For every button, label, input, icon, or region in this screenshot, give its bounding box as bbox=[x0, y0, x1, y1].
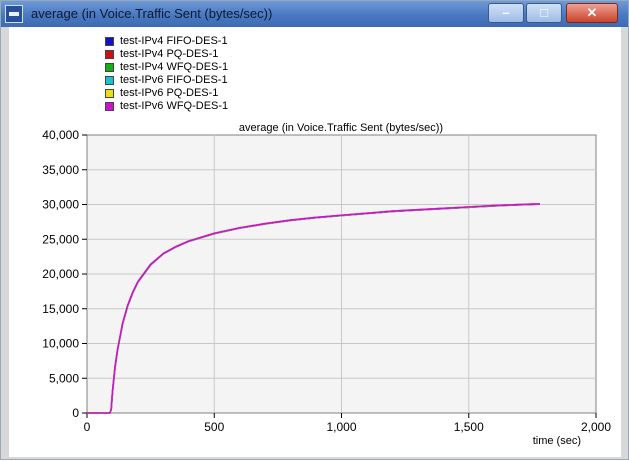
legend-item: test-IPv6 WFQ-DES-1 bbox=[105, 100, 228, 113]
y-tick-label: 0 bbox=[72, 406, 79, 420]
legend-label: test-IPv4 WFQ-DES-1 bbox=[120, 61, 229, 73]
legend-swatch bbox=[105, 63, 114, 72]
legend-label: test-IPv6 PQ-DES-1 bbox=[120, 87, 219, 99]
x-axis-label: time (sec) bbox=[533, 435, 581, 447]
y-tick-label: 25,000 bbox=[42, 232, 79, 246]
x-tick-label: 500 bbox=[204, 420, 224, 434]
legend-swatch bbox=[105, 50, 114, 59]
legend-item: test-IPv6 PQ-DES-1 bbox=[105, 87, 228, 100]
minimize-icon: – bbox=[502, 5, 510, 20]
window-title: average (in Voice.Traffic Sent (bytes/se… bbox=[31, 6, 273, 21]
legend-item: test-IPv4 FIFO-DES-1 bbox=[105, 35, 228, 48]
y-tick-label: 30,000 bbox=[42, 198, 79, 212]
legend-swatch bbox=[105, 102, 114, 111]
y-tick-label: 10,000 bbox=[42, 337, 79, 351]
legend-item: test-IPv6 FIFO-DES-1 bbox=[105, 74, 228, 87]
maximize-icon: □ bbox=[540, 5, 548, 20]
legend-label: test-IPv6 FIFO-DES-1 bbox=[120, 74, 228, 86]
minimize-button[interactable]: – bbox=[488, 3, 524, 23]
y-tick-label: 20,000 bbox=[42, 267, 79, 281]
title-bar[interactable]: average (in Voice.Traffic Sent (bytes/se… bbox=[1, 1, 628, 27]
chart-title: average (in Voice.Traffic Sent (bytes/se… bbox=[239, 122, 443, 134]
series-line bbox=[87, 203, 541, 414]
y-axis: 0 5,000 10,000 15,000 20,000 25,000 30,000 35,0… bbox=[42, 128, 87, 420]
x-tick-label: 0 bbox=[84, 420, 91, 434]
x-axis: 0 500 1,000 1,500 2,000 bbox=[84, 413, 611, 434]
y-tick-label: 40,000 bbox=[42, 128, 79, 142]
legend: test-IPv4 FIFO-DES-1 test-IPv4 PQ-DES-1 … bbox=[105, 35, 228, 113]
legend-swatch bbox=[105, 37, 114, 46]
grid-lines bbox=[87, 135, 596, 413]
y-tick-label: 15,000 bbox=[42, 302, 79, 316]
maximize-button[interactable]: □ bbox=[526, 3, 562, 23]
legend-label: test-IPv4 FIFO-DES-1 bbox=[120, 35, 228, 47]
app-icon[interactable] bbox=[5, 5, 23, 23]
x-tick-label: 1,000 bbox=[326, 420, 356, 434]
y-tick-label: 35,000 bbox=[42, 163, 79, 177]
legend-swatch bbox=[105, 89, 114, 98]
legend-swatch bbox=[105, 76, 114, 85]
close-button[interactable]: ✕ bbox=[566, 3, 618, 23]
legend-label: test-IPv4 PQ-DES-1 bbox=[120, 48, 219, 60]
close-icon: ✕ bbox=[586, 5, 598, 20]
legend-item: test-IPv4 PQ-DES-1 bbox=[105, 48, 228, 61]
series-lines bbox=[87, 203, 541, 414]
legend-label: test-IPv6 WFQ-DES-1 bbox=[120, 100, 229, 112]
x-tick-label: 2,000 bbox=[581, 420, 611, 434]
y-tick-label: 5,000 bbox=[49, 371, 79, 385]
x-tick-label: 1,500 bbox=[454, 420, 484, 434]
legend-item: test-IPv4 WFQ-DES-1 bbox=[105, 61, 228, 74]
